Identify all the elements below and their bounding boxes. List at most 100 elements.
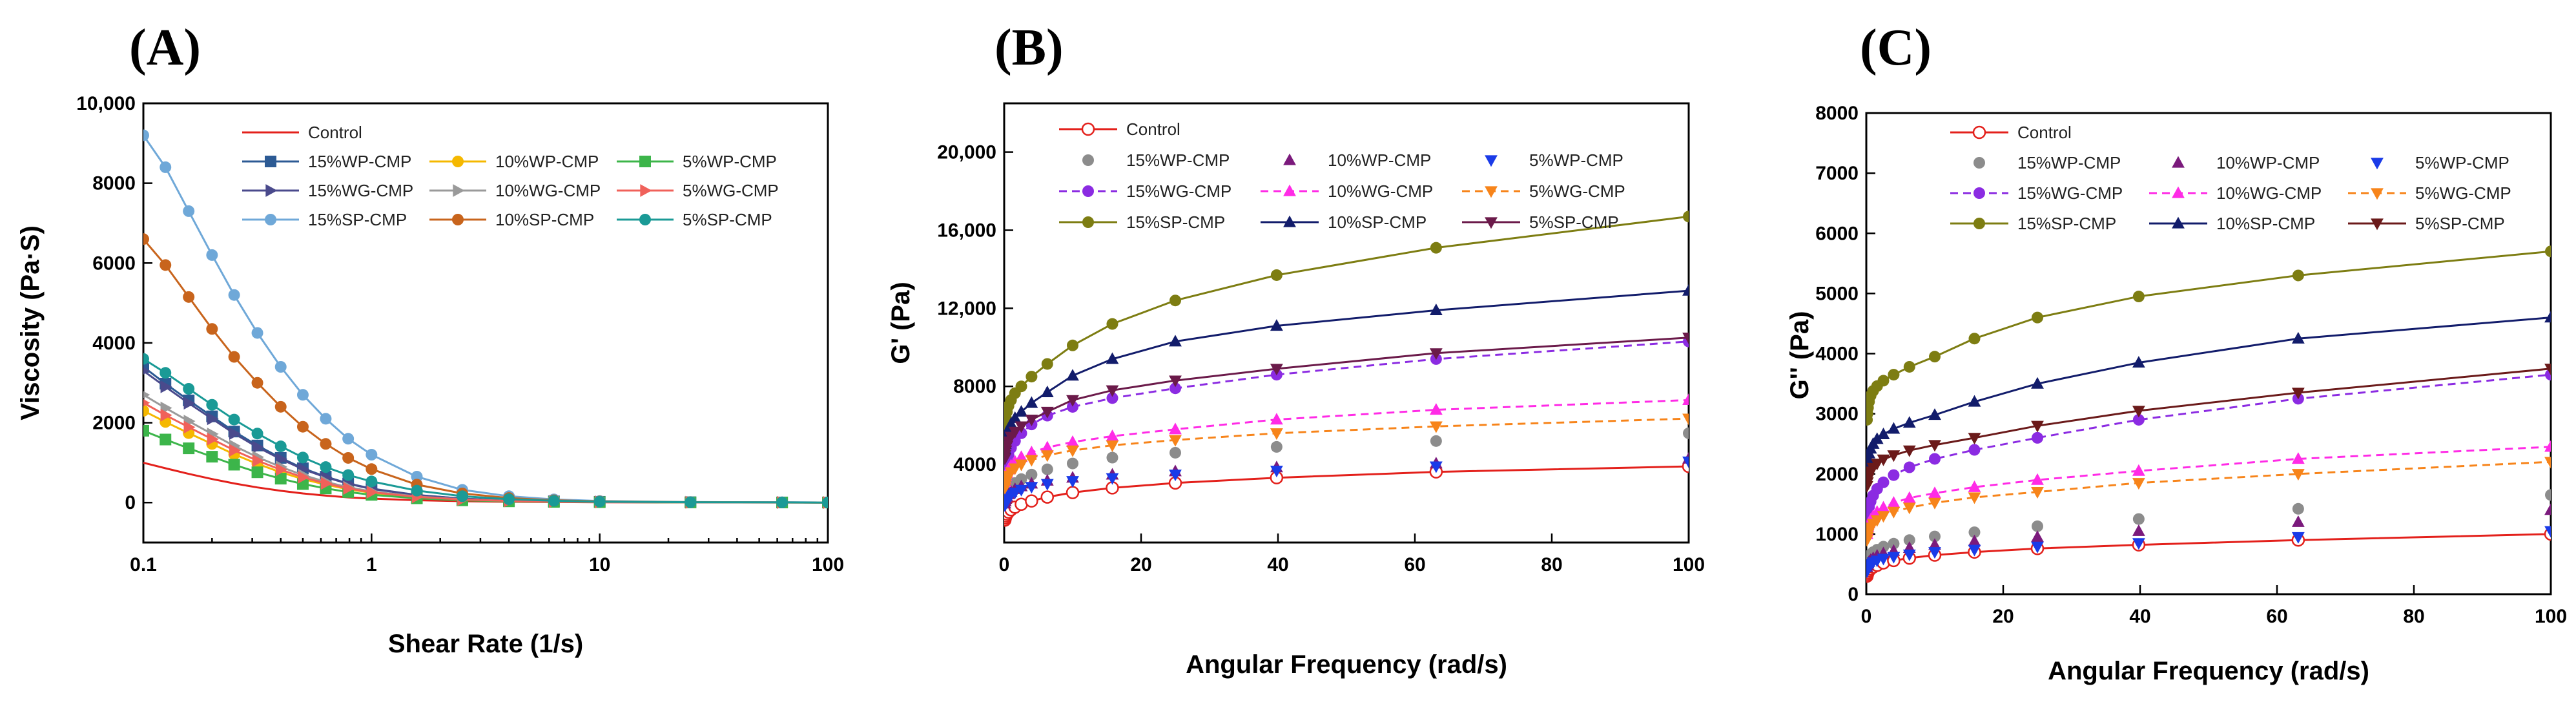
panel-b-legend-item-control: Control [1059, 119, 1180, 139]
panel-c-point-10pct-sp-cmp [1902, 416, 1916, 428]
panel-c-point-15pct-sp-cmp [2545, 245, 2551, 258]
panel-a-legend-item-10pct-wg-cmp: 10%WG-CMP [429, 181, 601, 200]
panel-c-point-15pct-sp-cmp [1877, 375, 1890, 387]
panel-c-point-5pct-wp-cmp [2544, 526, 2551, 538]
panel-b-point-10pct-wg-cmp [1066, 435, 1079, 448]
panel-a-series-5pct-sp-cmp [143, 353, 828, 509]
panel-a-point-15pct-wg-cmp [207, 412, 219, 426]
panel-b-legend-item-5pct-wp-cmp: 5%WP-CMP [1485, 150, 1623, 170]
panel-b-point-15pct-wp-cmp [1041, 463, 1053, 475]
panel-c-x-tick-label: 60 [2266, 606, 2287, 627]
panel-b-legend-label-5pct-sp-cmp: 5%SP-CMP [1529, 212, 1619, 232]
panel-c-point-15pct-sp-cmp [1929, 351, 1941, 363]
panel-c-point-5pct-wp-cmp [2031, 541, 2044, 554]
panel-c-point-10pct-wg-cmp [2544, 440, 2551, 452]
panel-b-legend-item-10pct-wg-cmp: 10%WG-CMP [1261, 181, 1433, 201]
panel-a-point-5pct-sp-cmp [143, 353, 149, 365]
panel-b-point-5pct-sp-cmp [1025, 414, 1038, 426]
panel-c-legend-label-5pct-wg-cmp: 5%WG-CMP [2415, 183, 2511, 203]
panel-c-point-15pct-sp-cmp [1888, 369, 1900, 381]
panel-b-point-5pct-wp-cmp [1429, 461, 1443, 473]
panel-c-point-15pct-sp-cmp [2132, 291, 2145, 303]
panel-c-legend-marker-control [1972, 125, 1986, 140]
panel-a-line-10pct-sp-cmp [143, 238, 828, 504]
panel-c-ticks: 0 20 40 60 80 1000100020003000400050006000700… [1815, 103, 2567, 627]
panel-a-point-5pct-sp-cmp [456, 490, 468, 502]
panel-a-series [143, 129, 828, 509]
panel-c-series-control [1866, 527, 2551, 583]
panel-b-series-15pct-wg-cmp [1004, 335, 1689, 481]
panel-c-y-tick-label: 3000 [1815, 404, 1859, 425]
panel-a-point-5pct-wp-cmp [160, 433, 172, 446]
panel-a-point-5pct-wg-cmp [160, 408, 172, 422]
panel-c-legend-label-5pct-sp-cmp: 5%SP-CMP [2415, 214, 2505, 233]
panel-c-point-10pct-wp-cmp [2031, 530, 2044, 543]
panel-c-legend-label-10pct-sp-cmp: 10%SP-CMP [2216, 214, 2315, 233]
panel-b: (B) 0 20 40 60 80 100 4000 8000 12,000 16,000 20,0… [887, 19, 1705, 679]
panel-b-legend-marker-15pct-wg-cmp [1082, 185, 1094, 197]
panel-a-point-10pct-sp-cmp [274, 400, 287, 413]
panel-b-point-5pct-wg-cmp [1040, 450, 1054, 462]
panel-b-point-5pct-wp-cmp [1025, 482, 1038, 494]
panel-a-legend-marker-10pct-wp-cmp [452, 156, 464, 167]
panel-a-point-5pct-sp-cmp [685, 496, 697, 508]
panel-a-x-axis-title: Shear Rate (1/s) [388, 630, 583, 658]
panel-c-point-10pct-sp-cmp [1928, 408, 1941, 420]
panel-a: (A) 0.1 1 10 100 0 2000 4000 6000 8000 10,000 Con… [16, 19, 844, 658]
panel-a-legend-item-15pct-sp-cmp: 15%SP-CMP [242, 210, 407, 229]
panel-b-y-axis-title: G' (Pa) [887, 282, 915, 364]
panel-a-point-5pct-sp-cmp [206, 399, 218, 411]
panel-c-point-5pct-sp-cmp [2291, 388, 2305, 400]
panel-c-series-5pct-wp-cmp [1866, 526, 2551, 578]
panel-b-legend-item-10pct-wp-cmp: 10%WP-CMP [1283, 150, 1431, 170]
panel-a-legend-label-10pct-sp-cmp: 10%SP-CMP [495, 210, 594, 229]
panel-b-x-tick-label: 20 [1130, 554, 1151, 575]
panel-b-y-tick-label: 8000 [953, 376, 996, 397]
panel-a-legend-item-control: Control [242, 123, 362, 142]
panel-c-x-tick-label: 100 [2535, 606, 2567, 627]
panel-b-legend-label-10pct-sp-cmp: 10%SP-CMP [1328, 212, 1427, 232]
panel-c-point-5pct-sp-cmp [1877, 454, 1890, 466]
panel-a-x-tick-label: 0.1 [130, 554, 157, 575]
panel-a-point-5pct-sp-cmp [183, 383, 195, 395]
panel-a-point-5pct-sp-cmp [503, 493, 515, 505]
panel-b-point-10pct-wg-cmp [1429, 403, 1443, 415]
panel-a-legend-label-5pct-wg-cmp: 5%WG-CMP [683, 181, 779, 200]
panel-c-y-tick-label: 4000 [1815, 344, 1859, 365]
panel-b-legend: Control 15%WP-CMP 10%WP-CMP 5%WP-CMP 15%WG-C… [1059, 119, 1625, 232]
panel-b-x-axis-title: Angular Frequency (rad/s) [1186, 650, 1507, 679]
panel-b-point-5pct-wp-cmp [1040, 479, 1054, 491]
panel-c-y-tick-label: 8000 [1815, 103, 1859, 124]
panel-a-point-5pct-wp-cmp [183, 442, 195, 455]
panel-a-y-tick-label: 4000 [92, 333, 136, 354]
panel-a-legend-marker-10pct-sp-cmp [452, 214, 464, 225]
panel-b-series-control [1004, 459, 1689, 527]
panel-a-legend-item-15pct-wg-cmp: 15%WG-CMP [242, 181, 413, 200]
panel-b-legend-label-15pct-sp-cmp: 15%SP-CMP [1126, 212, 1225, 232]
panel-c-point-15pct-wp-cmp [2132, 513, 2145, 525]
panel-b-point-15pct-sp-cmp [1041, 358, 1053, 370]
panel-b-point-15pct-wp-cmp [1015, 473, 1027, 485]
panel-b-x-tick-label: 60 [1404, 554, 1425, 575]
panel-c-y-tick-label: 5000 [1815, 283, 1859, 304]
panel-c-point-15pct-wg-cmp [1903, 461, 1915, 473]
panel-c-line-5pct-sp-cmp [1866, 368, 2551, 486]
panel-b-x-tick-label: 100 [1673, 554, 1705, 575]
panel-c-y-tick-label: 2000 [1815, 464, 1859, 485]
panel-a-point-15pct-sp-cmp [342, 433, 355, 445]
panel-a-legend-label-15pct-wp-cmp: 15%WP-CMP [308, 152, 411, 171]
panel-b-point-15pct-wp-cmp [1170, 446, 1181, 459]
panel-c-legend: Control 15%WP-CMP 10%WP-CMP 5%WP-CMP 15%WG-C… [1950, 123, 2511, 233]
panel-b-point-5pct-sp-cmp [1106, 385, 1119, 397]
panel-a-legend-item-5pct-wp-cmp: 5%WP-CMP [617, 152, 777, 171]
panel-c-point-5pct-wg-cmp [2291, 469, 2305, 481]
panel-b-series-5pct-wg-cmp [1004, 413, 1689, 495]
panel-b-legend-item-15pct-wp-cmp: 15%WP-CMP [1082, 150, 1230, 170]
panel-b-point-5pct-sp-cmp [1040, 406, 1054, 419]
panel-a-legend-marker-10pct-wg-cmp [453, 184, 465, 197]
panel-a-x-tick-label: 100 [812, 554, 844, 575]
panel-c-y-tick-label: 1000 [1815, 524, 1859, 545]
panel-a-point-15pct-wp-cmp [143, 361, 149, 373]
panel-c-series-5pct-wg-cmp [1866, 457, 2551, 547]
panel-c-legend-item-15pct-wg-cmp: 15%WG-CMP [1950, 183, 2123, 203]
